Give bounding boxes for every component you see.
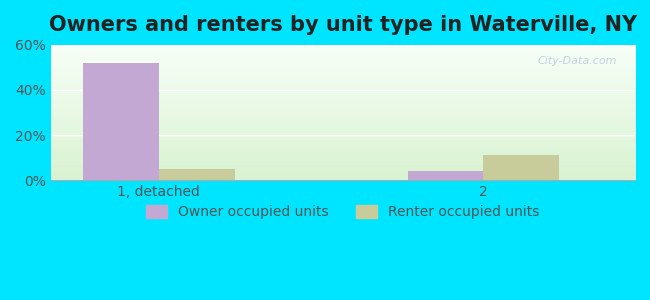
Bar [83,63,159,180]
Bar [159,169,235,180]
Title: Owners and renters by unit type in Waterville, NY: Owners and renters by unit type in Water… [49,15,637,35]
Text: City-Data.com: City-Data.com [538,56,617,66]
Bar [484,155,559,180]
Bar [408,171,484,180]
Legend: Owner occupied units, Renter occupied units: Owner occupied units, Renter occupied un… [140,200,545,225]
